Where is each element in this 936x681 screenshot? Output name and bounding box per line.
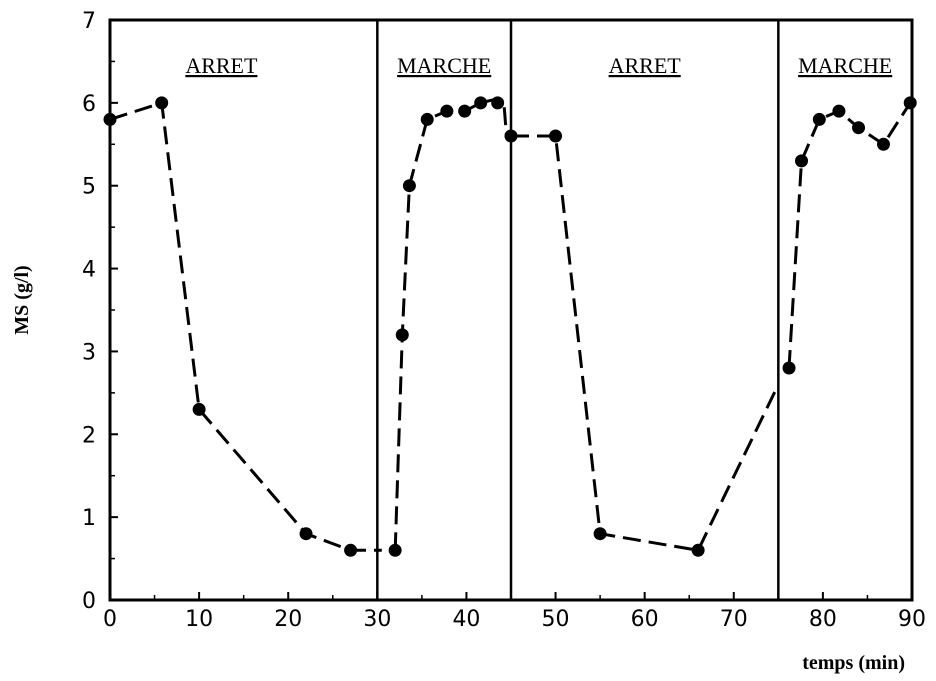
data-point [344,543,358,557]
data-point [903,96,917,110]
data-point [474,96,488,110]
data-point [420,112,434,126]
data-point [155,96,169,110]
data-point [782,361,796,375]
x-tick-label: 40 [452,607,480,632]
x-tick-label: 20 [274,607,302,632]
data-point [549,129,563,143]
data-point [593,527,607,541]
y-tick-label: 4 [82,258,96,283]
data-point [299,527,313,541]
phase-label: MARCHE [798,53,892,78]
y-tick-label: 6 [82,92,96,117]
y-tick-label: 1 [82,506,96,531]
x-tick-label: 90 [898,607,926,632]
data-point [504,129,518,143]
series-line-segment [109,101,382,552]
data-point [852,121,866,135]
data-point [192,402,206,416]
phase-label: MARCHE [397,53,491,78]
y-axis-label: MS (g/l) [11,265,33,334]
data-point [402,179,416,193]
data-point [491,96,505,110]
x-tick-label: 50 [542,607,570,632]
data-point [458,104,472,118]
phase-label: ARRET [185,53,258,78]
data-point [440,104,454,118]
data-markers [103,96,917,557]
data-point [876,137,890,151]
x-axis-label: temps (min) [802,652,905,674]
phase-label: ARRET [609,53,682,78]
x-tick-label: 80 [809,607,837,632]
tick-labels: 0 10 20 30 40 50 60 70 80 90 0 1 2 3 4 5 6 7 [82,9,926,632]
y-tick-label: 5 [82,175,96,200]
y-tick-label: 7 [82,9,96,34]
y-tick-label: 0 [82,589,96,614]
series-line-segment [393,97,508,551]
series-line-segment [511,134,780,552]
data-point [812,112,826,126]
x-tick-label: 0 [103,607,117,632]
y-tick-label: 2 [82,423,96,448]
data-point [395,328,409,342]
series-line-segment [787,102,912,369]
x-tick-label: 60 [631,607,659,632]
x-tick-label: 70 [720,607,748,632]
data-point [795,154,809,168]
phase-boundaries [376,20,780,600]
plot-frame [108,18,914,602]
x-tick-label: 10 [185,607,213,632]
data-point [388,543,402,557]
data-point [832,104,846,118]
data-point [691,543,705,557]
phase-labels: ARRET MARCHE ARRET MARCHE [185,53,892,78]
x-tick-label: 30 [363,607,391,632]
y-tick-label: 3 [82,340,96,365]
